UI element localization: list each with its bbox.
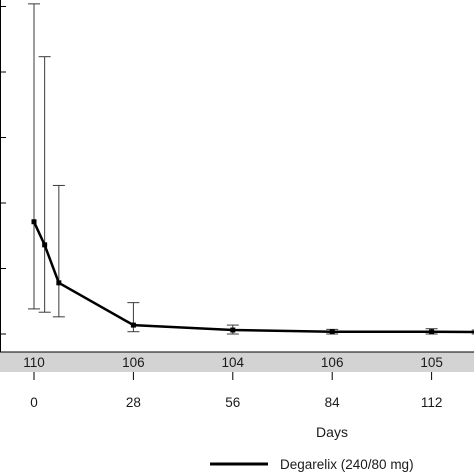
data-point xyxy=(329,329,335,335)
data-point xyxy=(42,242,48,248)
x-tick-label: 112 xyxy=(421,395,443,410)
series-line xyxy=(32,221,474,334)
x-tick-label: 56 xyxy=(225,395,240,410)
data-point xyxy=(130,322,136,328)
x-axis-title: Days xyxy=(316,424,348,440)
data-point xyxy=(429,329,435,335)
x-tick-label: 28 xyxy=(126,395,141,410)
data-point xyxy=(230,327,236,333)
n-at-risk-label: 105 xyxy=(420,355,443,370)
n-at-risk-label: 104 xyxy=(222,355,245,370)
x-tick-label: 0 xyxy=(30,395,38,410)
n-at-risk-label: 106 xyxy=(122,355,145,370)
legend-label: Degarelix (240/80 mg) xyxy=(280,457,414,472)
n-at-risk-label: 106 xyxy=(321,355,344,370)
n-at-risk-label: 110 xyxy=(23,355,45,370)
data-point xyxy=(56,280,62,286)
x-tick-label: 84 xyxy=(325,395,341,410)
data-point xyxy=(31,219,37,225)
n-at-risk-band xyxy=(0,352,474,372)
